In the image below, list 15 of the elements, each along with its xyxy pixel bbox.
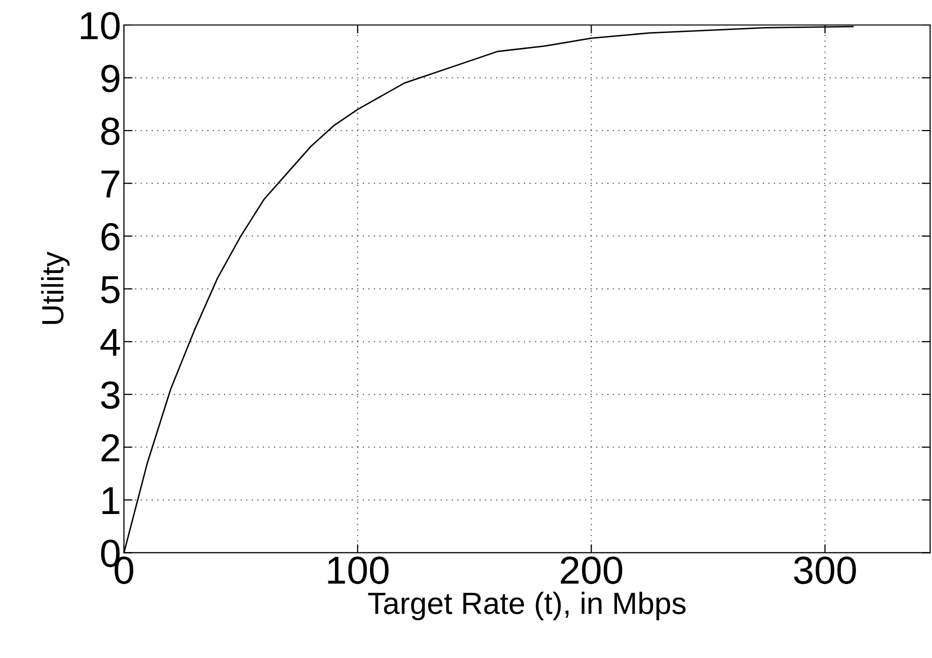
y-tick-label: 3 — [101, 381, 120, 409]
x-tick-label: 300 — [794, 556, 856, 584]
y-tick-label: 2 — [102, 434, 120, 462]
y-tick-label: 8 — [101, 117, 120, 146]
x-tick-label: 100 — [328, 556, 389, 584]
y-tick-label: 5 — [101, 276, 120, 304]
y-axis-title: Utility — [41, 252, 70, 324]
y-tick-label: 10 — [80, 12, 120, 40]
y-tick-label: 7 — [102, 170, 120, 198]
y-tick-label: 9 — [101, 64, 120, 92]
y-tick-label: 4 — [100, 328, 120, 356]
y-tick-label: 6 — [102, 223, 120, 251]
y-tick-label: 1 — [102, 487, 120, 514]
x-axis-title: Target Rate (t), in Mbps — [368, 592, 686, 620]
x-tick-label: 200 — [560, 556, 622, 584]
